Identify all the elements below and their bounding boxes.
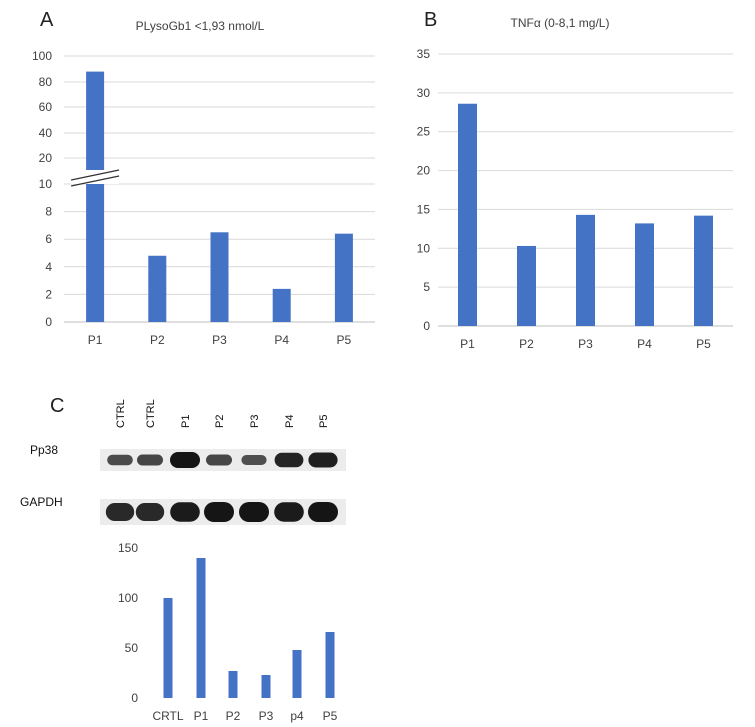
x-tick-label: P5 <box>696 337 711 351</box>
x-tick-label: P2 <box>150 333 165 347</box>
x-tick-label: P2 <box>226 709 241 723</box>
x-tick-label: P1 <box>460 337 475 351</box>
western-blot: CTRL CTRL P1 P2 P3 P4 P5 Pp38 GAPDH <box>20 399 346 525</box>
y-tick-label: 0 <box>131 691 138 705</box>
panel-b: B TNFα (0-8,1 mg/L) 0 5 10 15 20 25 30 35 P1 P2 P3… <box>417 9 733 351</box>
blot-row-label: GAPDH <box>20 495 63 509</box>
blot-band <box>107 454 133 466</box>
x-tick-label: P5 <box>337 333 352 347</box>
y-tick-label: 60 <box>39 100 53 114</box>
blot-band <box>105 503 135 521</box>
axis-break-mark <box>70 175 120 187</box>
y-tick-label: 0 <box>45 315 52 329</box>
chart-c: 0 50 100 150 CRTL P1 P2 P3 p4 P5 <box>118 541 338 723</box>
blot-band <box>308 502 338 522</box>
x-tick-label: P1 <box>88 333 103 347</box>
lane-label: P2 <box>214 415 226 428</box>
x-tick-label: P1 <box>194 709 209 723</box>
y-tick-label: 2 <box>45 287 52 301</box>
bar-P2 <box>517 245 536 326</box>
bar-P3 <box>576 214 595 326</box>
x-tick-label: P3 <box>259 709 274 723</box>
y-tick-label: 20 <box>417 164 431 178</box>
x-tick-label: CRTL <box>152 709 183 723</box>
y-tick-label: 30 <box>417 86 431 100</box>
axis-break-mark <box>70 169 120 181</box>
x-tick-label: P4 <box>637 337 652 351</box>
y-tick-label: 50 <box>125 641 139 655</box>
lane-label: CTRL <box>115 399 127 428</box>
panel-c-letter: C <box>50 395 64 417</box>
y-tick-label: 4 <box>45 260 52 274</box>
panel-a-letter: A <box>40 9 54 31</box>
bar-CRTL <box>163 598 173 698</box>
axis-break-gap <box>71 170 120 184</box>
blot-band <box>239 502 269 522</box>
y-tick-label: 15 <box>417 202 431 216</box>
y-tick-label: 10 <box>417 241 431 255</box>
bar-P3 <box>210 232 229 322</box>
bar-P1 <box>86 71 105 322</box>
lane-label: P3 <box>249 415 261 428</box>
lane-label: P4 <box>284 415 296 428</box>
panel-b-letter: B <box>424 9 437 31</box>
blot-band <box>135 503 165 521</box>
blot-band <box>274 452 304 468</box>
y-tick-label: 100 <box>118 591 138 605</box>
chart-a-title: PLysoGb1 <1,93 nmol/L <box>136 19 265 33</box>
lane-label: P1 <box>180 415 192 428</box>
bar-P4 <box>635 223 654 326</box>
y-tick-label: 35 <box>417 47 431 61</box>
bar-p4 <box>292 650 302 698</box>
x-tick-label: P4 <box>274 333 289 347</box>
lane-label: CTRL <box>145 399 157 428</box>
chart-b-title: TNFα (0-8,1 mg/L) <box>511 16 610 30</box>
y-tick-label: 100 <box>32 49 52 63</box>
blot-band <box>308 452 338 468</box>
blot-band <box>206 454 232 466</box>
x-tick-label: p4 <box>290 709 304 723</box>
y-tick-label: 80 <box>39 75 53 89</box>
y-tick-label: 40 <box>39 126 53 140</box>
y-tick-label: 20 <box>39 151 53 165</box>
bar-P5 <box>325 632 335 698</box>
bar-P2 <box>148 255 167 322</box>
bar-P4 <box>272 288 291 322</box>
blot-band <box>170 452 200 468</box>
blot-band <box>241 455 267 465</box>
y-tick-label: 10 <box>39 177 53 191</box>
chart-a: 0 2 4 6 8 10 20 40 60 80 100 P1 P2 P3 P4 P5 <box>32 49 375 347</box>
panel-a: A PLysoGb1 <1,93 nmol/L 0 2 4 6 8 10 20 40 60 80 1… <box>32 9 375 347</box>
bar-P5 <box>334 233 353 322</box>
x-tick-label: P3 <box>578 337 593 351</box>
panel-c: C CTRL CTRL P1 P2 P3 P4 P5 Pp38 GAPDH 0 50 100 150 C… <box>20 395 346 723</box>
lane-label: P5 <box>318 415 330 428</box>
bar-P1 <box>458 103 477 326</box>
y-tick-label: 25 <box>417 125 431 139</box>
x-tick-label: P5 <box>323 709 338 723</box>
blot-band <box>170 502 200 522</box>
bar-P5 <box>694 215 713 326</box>
y-tick-label: 6 <box>45 232 52 246</box>
x-tick-label: P2 <box>519 337 534 351</box>
blot-band <box>274 502 304 522</box>
blot-band <box>137 454 163 466</box>
x-tick-label: P3 <box>212 333 227 347</box>
bar-P3 <box>261 675 271 698</box>
y-tick-label: 150 <box>118 541 138 555</box>
blot-row-label: Pp38 <box>30 443 58 457</box>
chart-b: 0 5 10 15 20 25 30 35 P1 P2 P3 P4 P5 <box>417 47 733 351</box>
bar-P2 <box>228 671 238 698</box>
blot-band <box>204 502 234 522</box>
y-tick-label: 5 <box>423 280 430 294</box>
y-tick-label: 8 <box>45 205 52 219</box>
bar-P1 <box>196 558 206 698</box>
y-tick-label: 0 <box>423 319 430 333</box>
